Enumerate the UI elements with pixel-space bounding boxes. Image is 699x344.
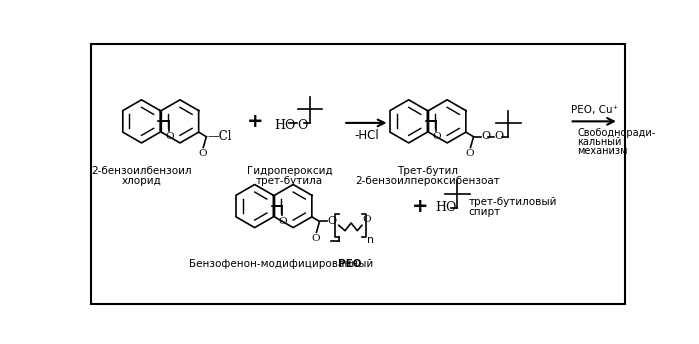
Text: 2-бензоилпероксибензоат: 2-бензоилпероксибензоат <box>356 176 500 186</box>
Text: Свободноради-: Свободноради- <box>577 128 656 138</box>
Text: хлорид: хлорид <box>122 176 161 186</box>
Text: -HCl: -HCl <box>354 129 379 142</box>
Text: O: O <box>165 132 173 141</box>
Text: O: O <box>297 119 308 132</box>
Text: —Cl: —Cl <box>208 130 232 143</box>
Text: трет-бутиловый: трет-бутиловый <box>469 197 557 207</box>
Text: n: n <box>367 235 375 245</box>
Text: HO: HO <box>274 119 295 132</box>
Text: спирт: спирт <box>469 207 501 217</box>
Text: 2-бензоилбензоил: 2-бензоилбензоил <box>91 166 192 176</box>
Text: PEO: PEO <box>338 259 361 269</box>
Text: HO: HO <box>435 201 457 214</box>
Text: O: O <box>327 216 336 226</box>
Text: +: + <box>412 196 428 216</box>
Text: +: + <box>247 112 263 131</box>
Text: O: O <box>278 217 287 226</box>
Text: трет-бутила: трет-бутила <box>256 176 323 186</box>
Text: Бензофенон-модифицированный: Бензофенон-модифицированный <box>189 259 374 269</box>
Text: O: O <box>199 149 207 158</box>
Text: O: O <box>466 149 474 158</box>
Text: кальный: кальный <box>577 137 621 147</box>
Text: O: O <box>494 131 503 141</box>
Text: O: O <box>481 131 491 141</box>
Text: механизм: механизм <box>577 146 628 156</box>
Text: O: O <box>311 234 320 243</box>
Text: PEO, Cu⁺: PEO, Cu⁺ <box>570 105 618 115</box>
Text: O: O <box>363 215 371 224</box>
Text: O: O <box>432 132 440 141</box>
Text: Трет-бутил: Трет-бутил <box>398 166 459 176</box>
Text: Гидропероксид: Гидропероксид <box>247 166 332 176</box>
